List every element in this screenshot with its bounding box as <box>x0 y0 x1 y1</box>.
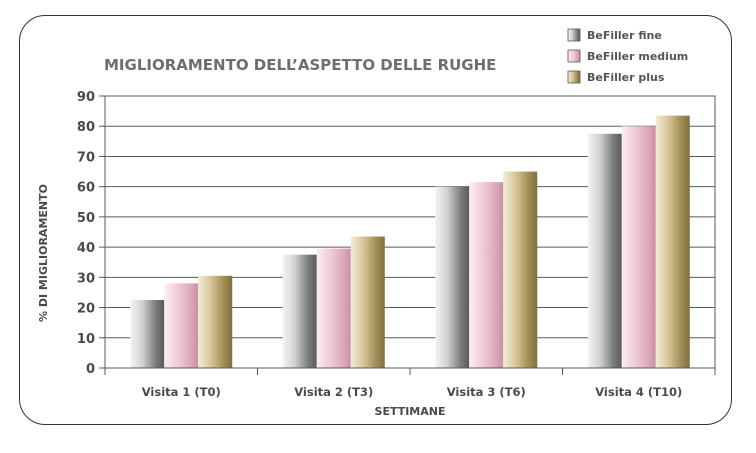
legend-swatch-2 <box>567 49 581 63</box>
y-tick-label: 30 <box>77 271 95 286</box>
bar-1-2 <box>282 254 317 368</box>
legend-label-2: BeFiller medium <box>587 50 688 63</box>
chart-title: MIGLIORAMENTO DELL’ASPETTO DELLE RUGHE <box>104 56 496 74</box>
bar-1-1 <box>130 300 165 368</box>
bar-3-2 <box>350 236 385 368</box>
x-tick-label: Visita 4 (T10) <box>595 385 682 399</box>
bar-2-3 <box>469 182 504 368</box>
x-tick-label: Visita 3 (T6) <box>447 385 526 399</box>
y-tick-label: 10 <box>77 332 95 347</box>
y-tick-label: 0 <box>86 362 95 377</box>
y-tick-label: 20 <box>77 302 95 317</box>
y-tick-label: 40 <box>77 241 95 256</box>
bar-1-3 <box>435 186 470 368</box>
bar-2-1 <box>164 283 199 368</box>
legend-label-3: BeFiller plus <box>587 71 665 84</box>
legend: BeFiller fine BeFiller medium BeFiller plu… <box>567 28 688 84</box>
bar-3-3 <box>503 171 538 368</box>
y-tick-label: 90 <box>77 90 95 105</box>
y-tick-label: 80 <box>77 120 95 135</box>
y-axis-label: % DI MIGLIORAMENTO <box>37 184 50 322</box>
x-axis-label: SETTIMANE <box>375 405 446 418</box>
bar-2-2 <box>316 248 351 368</box>
x-tick-label: Visita 2 (T3) <box>294 385 373 399</box>
y-tick-label: 60 <box>77 181 95 196</box>
legend-swatch-3 <box>567 70 581 84</box>
legend-label-1: BeFiller fine <box>587 29 662 42</box>
bars <box>130 115 690 369</box>
bar-2-4 <box>621 126 656 368</box>
axes: 0 10 20 30 40 50 60 70 80 90 Visita 1 (T0) Visita 2… <box>77 90 716 399</box>
bar-3-4 <box>655 115 690 369</box>
legend-swatch-1 <box>567 28 581 42</box>
bar-3-1 <box>198 275 233 368</box>
x-tick-label: Visita 1 (T0) <box>142 385 221 399</box>
bar-1-4 <box>587 133 622 368</box>
y-tick-label: 70 <box>77 150 95 165</box>
y-tick-label: 50 <box>77 211 95 226</box>
